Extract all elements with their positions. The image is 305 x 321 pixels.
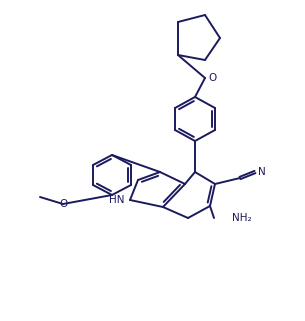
Text: N: N — [258, 167, 266, 177]
Text: O: O — [208, 73, 216, 83]
Text: O: O — [60, 199, 68, 209]
Text: NH₂: NH₂ — [232, 213, 252, 223]
Text: HN: HN — [109, 195, 125, 205]
